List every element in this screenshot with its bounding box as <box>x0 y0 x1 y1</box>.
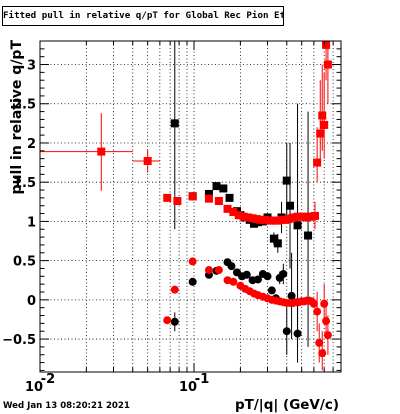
x-tick-label: 10 <box>179 380 197 395</box>
series-red-square <box>40 40 332 230</box>
data-point-square <box>316 129 325 138</box>
data-point-circle <box>170 317 179 326</box>
y-tick-label: 3 <box>27 59 36 74</box>
data-point-circle <box>253 275 262 284</box>
data-point-circle <box>313 307 322 316</box>
x-axis-title: pT/|q| (GeV/c) <box>235 397 339 413</box>
data-point-square <box>225 193 234 202</box>
data-point-square <box>323 60 332 69</box>
data-point-square <box>293 221 302 230</box>
y-tick-label: 2.5 <box>13 98 36 113</box>
data-point-square <box>244 213 253 222</box>
y-tick-label: 0 <box>27 294 36 309</box>
data-point-square <box>188 192 197 201</box>
y-tick-label: 2 <box>27 137 36 152</box>
data-point-circle <box>279 269 288 278</box>
y-axis-title: pull in relative q/pT <box>9 40 25 195</box>
data-point-square <box>204 194 213 203</box>
data-point-square <box>322 40 331 49</box>
data-point-circle <box>188 257 197 266</box>
data-point-circle <box>320 299 329 308</box>
data-point-square <box>229 207 238 216</box>
data-point-square <box>320 120 329 129</box>
data-point-square <box>214 197 223 206</box>
data-point-circle <box>282 327 291 336</box>
data-point-square <box>265 216 274 225</box>
data-point-circle <box>318 349 327 358</box>
data-point-circle <box>227 262 236 271</box>
data-point-square <box>239 212 248 221</box>
data-point-circle <box>315 338 324 347</box>
data-point-square <box>313 158 322 167</box>
data-point-square <box>173 197 182 206</box>
data-point-circle <box>263 272 272 281</box>
data-point-square <box>248 214 257 223</box>
data-point-square <box>293 212 302 221</box>
chart-title: Fitted pull in relative q/pT for Global … <box>2 6 284 26</box>
data-point-square <box>204 189 213 198</box>
x-tick-label: 10 <box>25 380 43 395</box>
y-tick-label: −0.5 <box>2 333 36 348</box>
data-point-circle <box>293 329 302 338</box>
data-point-circle <box>163 316 172 325</box>
data-point-circle <box>214 266 223 275</box>
data-point-square <box>256 215 265 224</box>
data-point-circle <box>309 299 318 308</box>
series-black-circle <box>170 252 302 363</box>
plot-frame <box>39 40 342 373</box>
data-point-square <box>234 211 243 220</box>
data-point-circle <box>170 285 179 294</box>
y-tick-label: 1 <box>27 215 36 230</box>
timestamp-footer: Wed Jan 13 08:20:21 2021 <box>3 401 130 411</box>
data-point-square <box>143 157 152 166</box>
data-point-circle <box>242 270 251 279</box>
data-point-circle <box>322 317 331 326</box>
data-point-square <box>97 147 106 156</box>
data-point-square <box>282 176 291 185</box>
data-point-circle <box>323 331 332 340</box>
data-point-circle <box>287 291 296 300</box>
data-point-square <box>223 204 232 213</box>
data-point-circle <box>267 286 276 295</box>
data-point-square <box>170 119 179 128</box>
series-red-circle <box>163 257 332 371</box>
x-tick-exponent: -1 <box>195 372 209 387</box>
y-tick-label: 1.5 <box>13 176 36 191</box>
data-point-square <box>286 201 295 210</box>
data-point-square <box>304 231 313 240</box>
data-point-square <box>318 111 327 120</box>
data-point-square <box>163 193 172 202</box>
data-point-circle <box>204 266 213 275</box>
data-point-square <box>261 215 270 224</box>
y-tick-label: 0.5 <box>13 255 36 270</box>
data-point-square <box>273 239 282 248</box>
data-marks <box>40 40 332 371</box>
data-point-circle <box>229 277 238 286</box>
grid <box>39 41 342 372</box>
data-point-square <box>219 184 228 193</box>
data-point-square <box>269 234 278 243</box>
data-point-square <box>310 211 319 220</box>
data-point-square <box>212 182 221 191</box>
x-tick-exponent: -2 <box>41 372 55 387</box>
data-point-circle <box>188 277 197 286</box>
